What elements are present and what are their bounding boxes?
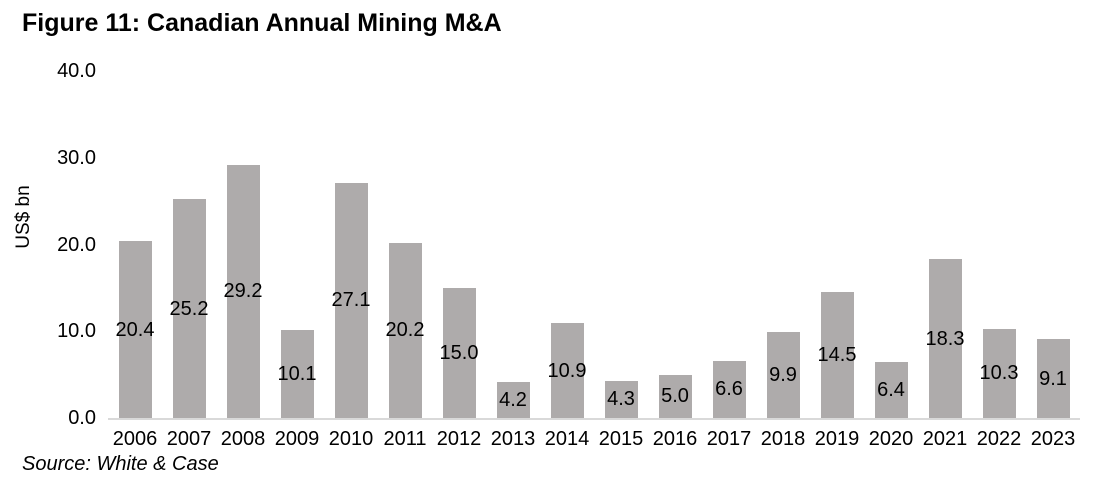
x-tick-2013: 2013 bbox=[490, 428, 536, 450]
bar-2007 bbox=[172, 199, 206, 418]
bar-2011 bbox=[388, 242, 422, 418]
x-tick-2011: 2011 bbox=[383, 428, 427, 450]
x-tick-2018: 2018 bbox=[760, 428, 806, 450]
bar-value-label-2019: 14.5 bbox=[817, 344, 857, 367]
bar-value-label-2022: 10.3 bbox=[979, 362, 1019, 385]
bar-2022 bbox=[982, 328, 1016, 418]
bar-value-label-2018: 9.9 bbox=[769, 364, 797, 387]
x-tick-2014: 2014 bbox=[544, 428, 590, 450]
bar-2016 bbox=[658, 374, 692, 418]
bar-value-label-2009: 10.1 bbox=[277, 363, 317, 386]
bar-2021 bbox=[928, 259, 962, 418]
bar-2017 bbox=[712, 360, 746, 418]
source-note: Source: White & Case bbox=[22, 453, 219, 475]
bar-value-label-2020: 6.4 bbox=[877, 379, 905, 402]
bar-2023 bbox=[1036, 339, 1070, 418]
bar-value-label-2014: 10.9 bbox=[547, 359, 587, 382]
bar-value-label-2011: 20.2 bbox=[385, 319, 425, 342]
y-tick-0.0: 0.0 bbox=[68, 407, 96, 429]
plot-area: 20.4 25.2 29.2 10.1 27.1 20.2 15.0 4.2 10.9 4.3 5.… bbox=[108, 71, 1080, 420]
x-tick-2019: 2019 bbox=[814, 428, 860, 450]
bar-value-label-2013: 4.2 bbox=[499, 388, 527, 411]
bar-2012 bbox=[442, 287, 476, 418]
bar-value-label-2008: 29.2 bbox=[223, 280, 263, 303]
x-tick-2022: 2022 bbox=[976, 428, 1022, 450]
bar-2015 bbox=[604, 380, 638, 418]
bar-2020 bbox=[874, 362, 908, 418]
bar-2008 bbox=[226, 164, 260, 418]
y-tick-20.0: 20.0 bbox=[57, 233, 96, 256]
bar-value-label-2007: 25.2 bbox=[169, 297, 209, 320]
bar-value-label-2010: 27.1 bbox=[331, 289, 371, 312]
figure-title: Figure 11: Canadian Annual Mining M&A bbox=[22, 9, 502, 37]
bar-value-label-2012: 15.0 bbox=[439, 341, 479, 364]
bar-2009 bbox=[280, 330, 314, 418]
x-tick-2017: 2017 bbox=[706, 428, 752, 450]
bar-2019 bbox=[820, 292, 854, 418]
bar-value-label-2017: 6.6 bbox=[715, 378, 743, 401]
bar-value-label-2021: 18.3 bbox=[925, 327, 965, 350]
x-tick-2010: 2010 bbox=[328, 428, 374, 450]
bar-2010 bbox=[334, 182, 368, 418]
x-tick-2006: 2006 bbox=[112, 428, 158, 450]
bar-value-label-2006: 20.4 bbox=[115, 318, 155, 341]
x-tick-2016: 2016 bbox=[652, 428, 698, 450]
bar-2013 bbox=[496, 381, 530, 418]
x-tick-2012: 2012 bbox=[436, 428, 482, 450]
bar-value-label-2023: 9.1 bbox=[1039, 367, 1067, 390]
bar-2006 bbox=[118, 241, 152, 418]
x-tick-2021: 2021 bbox=[922, 428, 968, 450]
y-tick-40.0: 40.0 bbox=[57, 60, 96, 82]
bar-value-label-2015: 4.3 bbox=[607, 388, 635, 411]
x-tick-2020: 2020 bbox=[868, 428, 914, 450]
bar-value-label-2016: 5.0 bbox=[661, 385, 689, 408]
y-tick-10.0: 10.0 bbox=[57, 320, 96, 343]
x-tick-2009: 2009 bbox=[274, 428, 320, 450]
y-tick-30.0: 30.0 bbox=[57, 146, 96, 169]
bar-2014 bbox=[550, 323, 584, 418]
x-tick-2007: 2007 bbox=[166, 428, 212, 450]
x-tick-2023: 2023 bbox=[1030, 428, 1076, 450]
x-tick-2008: 2008 bbox=[220, 428, 266, 450]
bar-2018 bbox=[766, 332, 800, 418]
x-tick-2015: 2015 bbox=[598, 428, 644, 450]
